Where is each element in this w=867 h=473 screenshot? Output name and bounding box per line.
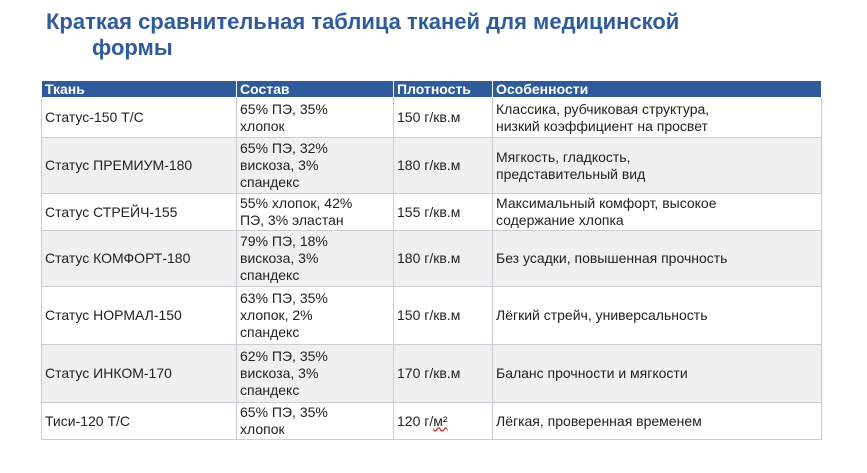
cell-features: Без усадки, повышенная прочность xyxy=(492,230,822,287)
text-line: 62% ПЭ, 35% xyxy=(240,348,328,364)
header-composition: Состав xyxy=(236,80,394,98)
cell-features: Максимальный комфорт, высокое содержание … xyxy=(492,193,822,231)
cell-density: 155 г/кв.м xyxy=(393,193,493,231)
cell-density: 170 г/кв.м xyxy=(393,344,493,403)
cell-density: 180 г/кв.м xyxy=(393,137,493,194)
text-line: Мягкость, гладкость, xyxy=(496,148,631,165)
cell-fabric: Статус НОРМАЛ-150 xyxy=(41,286,237,345)
header-features: Особенности xyxy=(492,80,822,98)
text-line: спандекс xyxy=(240,174,300,190)
text-line: Без усадки, повышенная прочность xyxy=(496,250,728,266)
text-line: 65% ПЭ, 35% xyxy=(240,404,328,420)
text-line: спандекс xyxy=(240,267,300,283)
text-line: 63% ПЭ, 35% xyxy=(240,290,328,306)
cell-composition: 79% ПЭ, 18% вискоза, 3% спандекс xyxy=(236,230,394,287)
cell-density: 150 г/кв.м xyxy=(393,97,493,138)
cell-features: Лёгкая, проверенная временем xyxy=(492,402,822,440)
cell-density: 180 г/кв.м xyxy=(393,230,493,287)
title-line-2: формы xyxy=(92,35,173,60)
text-line: хлопок xyxy=(240,117,285,134)
text-line: вискоза, 3% xyxy=(240,157,319,173)
fabric-comparison-table: Ткань Состав Плотность Особенности Стату… xyxy=(41,80,822,440)
cell-features: Классика, рубчиковая структура, низкий ко… xyxy=(492,97,822,138)
cell-composition: 63% ПЭ, 35% хлопок, 2% спандекс xyxy=(236,286,394,345)
text-line: спандекс xyxy=(240,382,300,398)
table-row: Статус ИНКОМ-170 62% ПЭ, 35% вискоза, 3% с… xyxy=(41,344,822,403)
text-line: низкий коэффициент на просвет xyxy=(496,117,708,134)
text-line: вискоза, 3% xyxy=(240,365,319,381)
cell-fabric: Статус-150 Т/С xyxy=(41,97,237,138)
cell-features: Лёгкий стрейч, универсальность xyxy=(492,286,822,345)
text-line: хлопок xyxy=(240,421,285,437)
table-row: Статус КОМФОРТ-180 79% ПЭ, 18% вискоза, 3… xyxy=(41,230,822,287)
text-line: Баланс прочности и мягкости xyxy=(496,365,688,381)
header-density: Плотность xyxy=(393,80,493,98)
cell-fabric: Тиси-120 Т/С xyxy=(41,402,237,440)
page-title: Краткая сравнительная таблица тканей для… xyxy=(46,9,806,61)
text-line: Лёгкая, проверенная временем xyxy=(496,412,702,429)
text-line: спандекс xyxy=(240,324,300,340)
cell-composition: 62% ПЭ, 35% вискоза, 3% спандекс xyxy=(236,344,394,403)
text-line: Максимальный комфорт, высокое xyxy=(496,195,717,211)
cell-composition: 65% ПЭ, 32% вискоза, 3% спандекс xyxy=(236,137,394,194)
cell-density: 150 г/кв.м xyxy=(393,286,493,345)
text-line: 65% ПЭ, 32% xyxy=(240,140,328,156)
text-line: ПЭ, 3% эластан xyxy=(240,212,344,228)
title-line-1: Краткая сравнительная таблица тканей для… xyxy=(46,9,680,34)
cell-composition: 65% ПЭ, 35% хлопок xyxy=(236,97,394,138)
text-line: 79% ПЭ, 18% xyxy=(240,233,328,249)
text-line: 55% хлопок, 42% xyxy=(240,195,353,211)
table-row: Тиси-120 Т/С 65% ПЭ, 35% хлопок 120 г/м² … xyxy=(41,402,822,440)
cell-features: Мягкость, гладкость, представительный вид xyxy=(492,137,822,194)
cell-composition: 55% хлопок, 42% ПЭ, 3% эластан xyxy=(236,193,394,231)
text-line: хлопок, 2% xyxy=(240,307,313,323)
text-line: Лёгкий стрейч, универсальность xyxy=(496,307,708,323)
table-row: Статус ПРЕМИУМ-180 65% ПЭ, 32% вискоза, 3… xyxy=(41,137,822,194)
table-row: Статус СТРЕЙЧ-155 55% хлопок, 42% ПЭ, 3% … xyxy=(41,193,822,231)
cell-features: Баланс прочности и мягкости xyxy=(492,344,822,403)
cell-fabric: Статус СТРЕЙЧ-155 xyxy=(41,193,237,231)
cell-fabric: Статус ПРЕМИУМ-180 xyxy=(41,137,237,194)
text-line: вискоза, 3% xyxy=(240,250,319,266)
density-unit: м² xyxy=(433,412,448,429)
table-header-row: Ткань Состав Плотность Особенности xyxy=(41,80,822,98)
cell-fabric: Статус КОМФОРТ-180 xyxy=(41,230,237,287)
table-row: Статус НОРМАЛ-150 63% ПЭ, 35% хлопок, 2% с… xyxy=(41,286,822,345)
text-line: Классика, рубчиковая структура, xyxy=(496,100,710,117)
header-fabric: Ткань xyxy=(41,80,237,98)
cell-composition: 65% ПЭ, 35% хлопок xyxy=(236,402,394,440)
table-row: Статус-150 Т/С 65% ПЭ, 35% хлопок 150 г/к… xyxy=(41,97,822,138)
text-line: содержание хлопка xyxy=(496,212,624,228)
cell-density: 120 г/м² xyxy=(393,402,493,440)
text-line: 65% ПЭ, 35% xyxy=(240,100,328,117)
density-value: 120 г/ xyxy=(397,412,434,429)
cell-fabric: Статус ИНКОМ-170 xyxy=(41,344,237,403)
text-line: представительный вид xyxy=(496,165,646,182)
